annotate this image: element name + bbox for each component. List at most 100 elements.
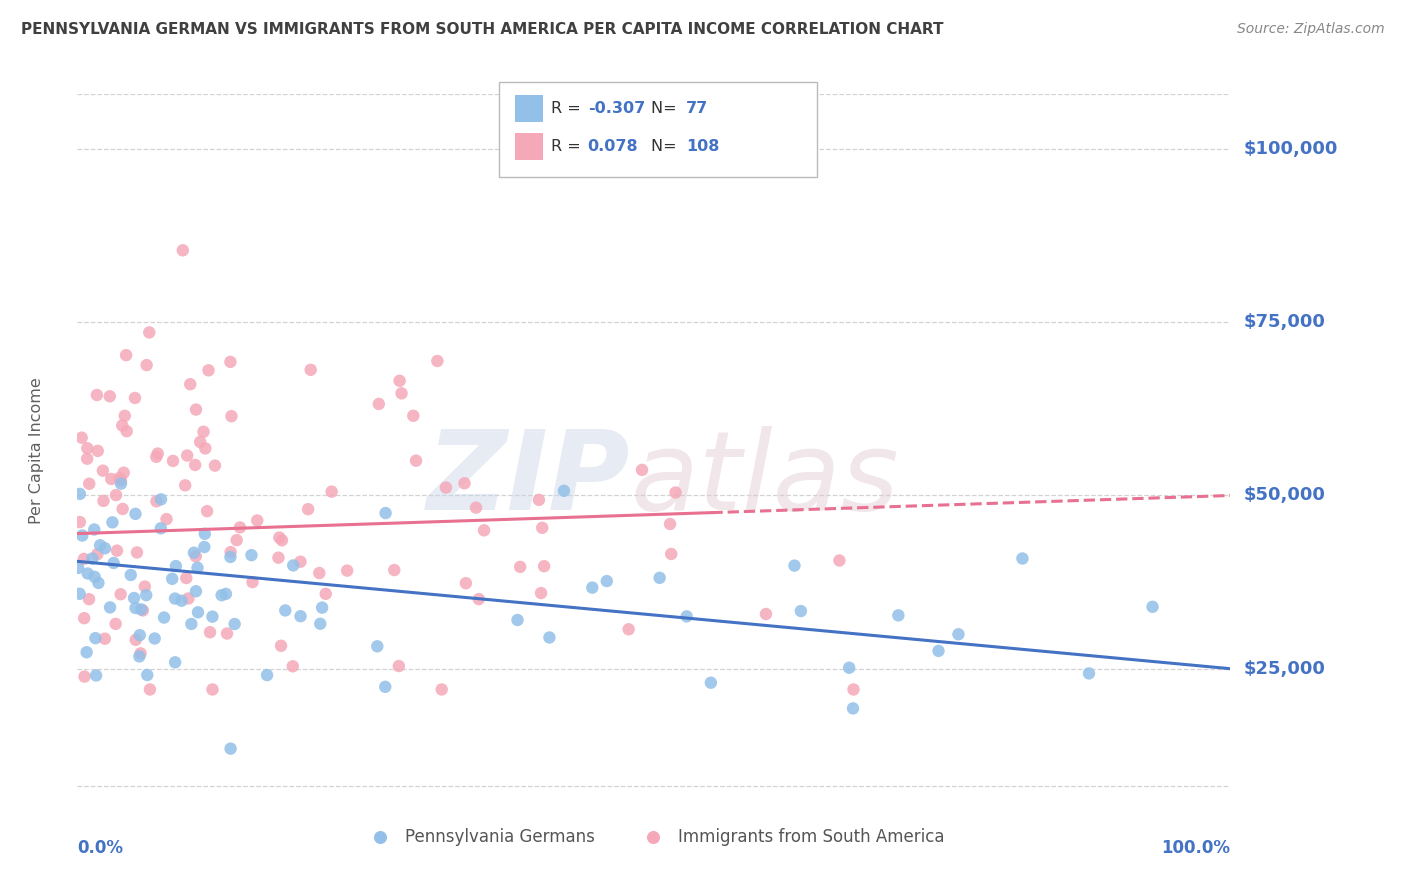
Point bbox=[219, 741, 242, 756]
Text: 0.0%: 0.0% bbox=[77, 839, 124, 857]
Point bbox=[146, 446, 169, 460]
Point bbox=[115, 424, 138, 438]
Point bbox=[664, 485, 686, 500]
Point bbox=[219, 355, 242, 369]
Point bbox=[69, 487, 91, 501]
Point bbox=[124, 507, 146, 521]
Point bbox=[426, 354, 449, 368]
Point bbox=[256, 668, 278, 682]
Point bbox=[115, 348, 138, 362]
Point bbox=[281, 659, 304, 673]
Point bbox=[402, 409, 425, 423]
Point bbox=[86, 388, 108, 402]
Point bbox=[165, 655, 187, 669]
Point bbox=[103, 556, 125, 570]
Point bbox=[454, 576, 477, 591]
Point bbox=[104, 616, 127, 631]
Point bbox=[198, 625, 221, 640]
Point bbox=[70, 431, 93, 445]
Point bbox=[299, 363, 322, 377]
Point bbox=[89, 538, 111, 552]
Point bbox=[77, 592, 100, 607]
Point bbox=[1011, 551, 1033, 566]
Point bbox=[176, 449, 198, 463]
Point bbox=[132, 603, 155, 617]
Point bbox=[219, 545, 242, 559]
Point bbox=[174, 571, 197, 585]
Point bbox=[201, 609, 224, 624]
Point bbox=[84, 668, 107, 682]
Point bbox=[163, 591, 186, 606]
Point bbox=[374, 506, 396, 520]
Point bbox=[187, 605, 209, 619]
Point bbox=[124, 601, 146, 615]
Point bbox=[366, 640, 388, 654]
Point bbox=[110, 473, 132, 487]
Point bbox=[215, 626, 238, 640]
Point bbox=[269, 531, 291, 545]
Point bbox=[675, 609, 697, 624]
Point bbox=[283, 558, 305, 573]
Point bbox=[76, 645, 98, 659]
Point bbox=[153, 610, 176, 624]
Point bbox=[69, 515, 91, 529]
Point bbox=[136, 668, 159, 682]
Point bbox=[311, 600, 333, 615]
Point bbox=[193, 425, 215, 439]
Point bbox=[468, 592, 491, 607]
Point bbox=[135, 358, 157, 372]
Point bbox=[184, 549, 207, 564]
Point bbox=[842, 701, 865, 715]
Point bbox=[184, 584, 207, 599]
Point bbox=[101, 516, 124, 530]
Point bbox=[139, 682, 162, 697]
Text: Per Capita Income: Per Capita Income bbox=[30, 377, 45, 524]
Point bbox=[73, 552, 96, 566]
Point bbox=[527, 492, 550, 507]
Point bbox=[700, 675, 723, 690]
Point bbox=[755, 607, 778, 621]
Point bbox=[242, 575, 264, 590]
Text: -0.307: -0.307 bbox=[588, 102, 645, 116]
Text: R =: R = bbox=[551, 139, 591, 153]
Point bbox=[114, 409, 136, 423]
Point bbox=[94, 541, 117, 556]
Text: N=: N= bbox=[651, 102, 682, 116]
Point bbox=[842, 682, 865, 697]
Point bbox=[84, 631, 107, 645]
Point bbox=[240, 548, 263, 562]
Point bbox=[76, 451, 98, 466]
Point bbox=[100, 472, 122, 486]
Point bbox=[453, 476, 475, 491]
Text: N=: N= bbox=[651, 139, 682, 153]
Text: atlas: atlas bbox=[631, 425, 900, 533]
Point bbox=[82, 551, 104, 566]
Point bbox=[172, 244, 194, 258]
Point bbox=[110, 587, 132, 601]
Point bbox=[201, 682, 224, 697]
Point bbox=[219, 549, 242, 564]
Point bbox=[128, 649, 150, 664]
Point bbox=[67, 561, 90, 575]
Text: 0.078: 0.078 bbox=[588, 139, 638, 153]
Point bbox=[315, 587, 337, 601]
Point bbox=[111, 418, 134, 433]
Text: ZIP: ZIP bbox=[427, 425, 631, 533]
Point bbox=[149, 521, 172, 535]
Text: 100.0%: 100.0% bbox=[1161, 839, 1230, 857]
Point bbox=[297, 502, 319, 516]
Point bbox=[94, 632, 117, 646]
Point bbox=[215, 587, 238, 601]
Point bbox=[186, 561, 208, 575]
Point bbox=[290, 555, 312, 569]
Text: Source: ZipAtlas.com: Source: ZipAtlas.com bbox=[1237, 22, 1385, 37]
Point bbox=[77, 476, 100, 491]
Point bbox=[506, 613, 529, 627]
Point bbox=[110, 476, 132, 491]
Point bbox=[135, 588, 157, 602]
Point bbox=[108, 471, 131, 485]
Point bbox=[783, 558, 806, 573]
Point bbox=[388, 659, 411, 673]
Point bbox=[224, 617, 246, 632]
Text: PENNSYLVANIA GERMAN VS IMMIGRANTS FROM SOUTH AMERICA PER CAPITA INCOME CORRELATI: PENNSYLVANIA GERMAN VS IMMIGRANTS FROM S… bbox=[21, 22, 943, 37]
